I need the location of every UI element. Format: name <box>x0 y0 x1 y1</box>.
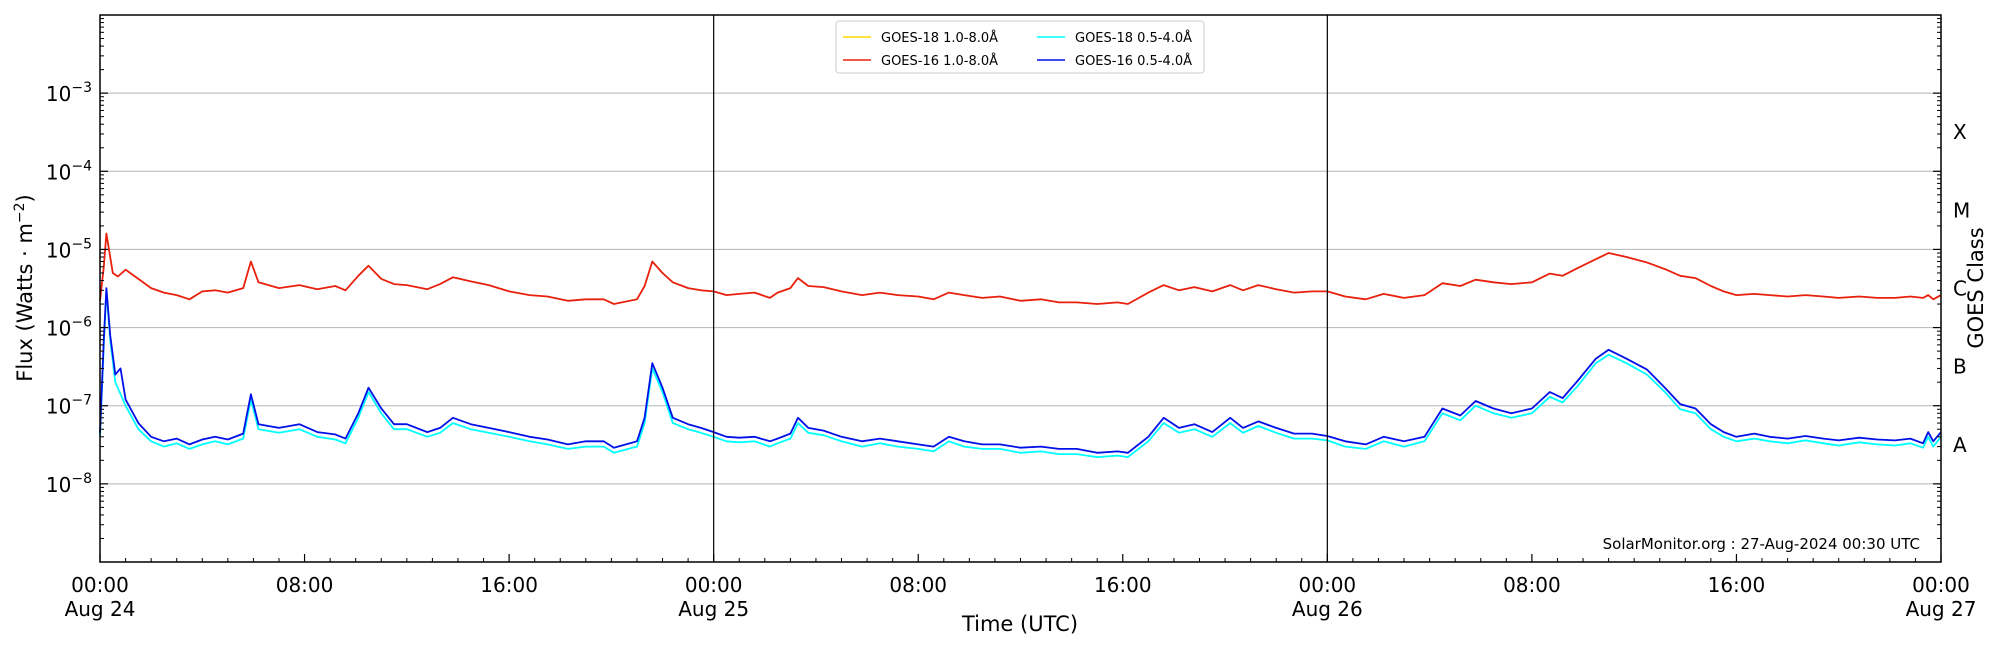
x-tick-time-7: 08:00 <box>1503 573 1561 597</box>
x-tick-date-6: Aug 26 <box>1292 597 1363 621</box>
x-tick-date-0: Aug 24 <box>65 597 136 621</box>
x-tick-time-5: 16:00 <box>1094 573 1152 597</box>
legend: GOES-18 1.0-8.0Å GOES-16 1.0-8.0Å GOES-1… <box>835 20 1205 74</box>
x-tick-time-9: 00:00 <box>1912 573 1970 597</box>
goes-class-label-x: X <box>1953 120 1967 144</box>
goes-class-label-m: M <box>1953 198 1970 222</box>
goes-class-label-c: C <box>1953 277 1967 301</box>
y-tick-labels: 10−3 10−4 10−5 10−6 10−7 10−8 <box>46 80 92 497</box>
x-tick-date-3: Aug 25 <box>678 597 749 621</box>
legend-frame <box>835 20 1205 74</box>
legend-label-goes18-short: GOES-18 0.5-4.0Å <box>1075 30 1192 46</box>
y-tick-label-5: 10−8 <box>46 471 92 497</box>
y-tick-label-1: 10−4 <box>46 158 92 184</box>
grid-lines <box>100 92 1941 485</box>
legend-label-goes16-short: GOES-16 0.5-4.0Å <box>1075 53 1192 69</box>
x-tick-time-8: 16:00 <box>1708 573 1766 597</box>
series-lines <box>99 232 1942 458</box>
y-tick-label-3: 10−6 <box>46 315 92 341</box>
series-line-1 <box>99 232 1942 305</box>
goes-class-labels: X M C B A <box>1953 120 1970 457</box>
series-line-3 <box>99 287 1942 454</box>
y-tick-label-2: 10−5 <box>46 236 92 262</box>
y-axis-title: Flux (Watts · m−2) <box>12 194 37 382</box>
x-axis-title: Time (UTC) <box>961 612 1078 636</box>
x-tick-time-0: 00:00 <box>71 573 129 597</box>
day-boundary-lines <box>713 15 1328 562</box>
goes-class-label-a: A <box>1953 433 1967 457</box>
legend-label-goes16-long: GOES-16 1.0-8.0Å <box>881 53 998 69</box>
right-axis-title: GOES Class <box>1964 227 1988 348</box>
y-axis-title-main: Flux (Watts · m <box>13 223 37 382</box>
y-tick-label-4: 10−7 <box>46 393 92 419</box>
legend-label-goes18-long: GOES-18 1.0-8.0Å <box>881 30 998 46</box>
axis-ticks <box>99 18 1942 562</box>
series-line-2 <box>99 289 1942 458</box>
goes-class-label-b: B <box>1953 355 1967 379</box>
x-tick-time-4: 08:00 <box>889 573 947 597</box>
y-axis-title-close: ) <box>13 194 37 202</box>
x-tick-date-9: Aug 27 <box>1906 597 1977 621</box>
credit-text: SolarMonitor.org : 27-Aug-2024 00:30 UTC <box>1603 535 1920 553</box>
y-axis-title-exponent: −2 <box>12 202 28 223</box>
x-tick-time-1: 08:00 <box>276 573 334 597</box>
x-tick-time-6: 00:00 <box>1299 573 1357 597</box>
x-tick-time-2: 16:00 <box>480 573 538 597</box>
y-tick-label-0: 10−3 <box>46 80 92 106</box>
x-tick-time-3: 00:00 <box>685 573 743 597</box>
